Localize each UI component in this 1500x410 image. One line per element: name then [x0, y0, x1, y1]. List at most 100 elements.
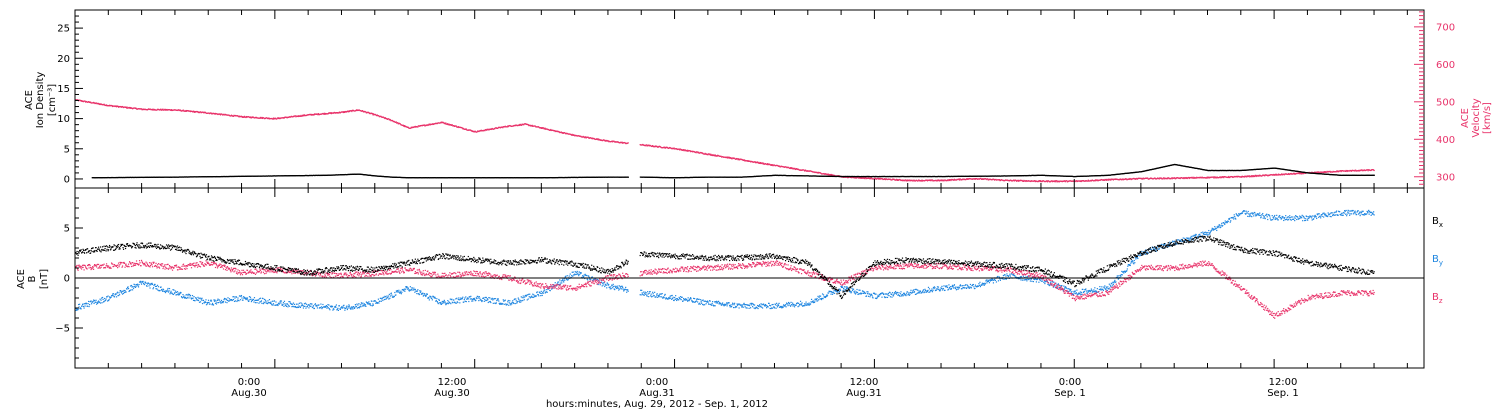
velocity-point-1598	[884, 179, 887, 181]
velocity-point-741	[445, 122, 447, 124]
velocity-point-1362	[766, 163, 769, 165]
velocity-point-1778	[974, 178, 977, 180]
velocity-point-400	[274, 117, 277, 119]
velocity-point-2564	[1367, 170, 1369, 172]
velocity-point-671	[410, 127, 412, 129]
velocity-point-1794	[982, 178, 985, 180]
velocity-point-855	[502, 127, 504, 129]
velocity-point-1020	[584, 136, 586, 138]
velocity-point-1570	[870, 177, 873, 179]
velocity-point-1654	[912, 180, 915, 182]
velocity-point-1407	[789, 167, 791, 169]
velocity-point-2292	[1231, 176, 1233, 178]
velocity-point-1193	[682, 149, 684, 151]
velocity-point-657	[403, 125, 405, 127]
velocity-point-619	[384, 117, 386, 120]
velocity-point-326	[237, 115, 240, 117]
velocity-point-1373	[772, 165, 774, 167]
velocity-point-1942	[1056, 181, 1058, 183]
velocity-point-685	[417, 126, 419, 128]
velocity-point-1640	[905, 179, 908, 181]
velocity-point-103	[126, 106, 128, 108]
velocity-point-854	[501, 126, 503, 128]
velocity-point-906	[527, 124, 529, 126]
velocity-point-1011	[580, 135, 582, 137]
velocity-point-819	[484, 130, 486, 132]
velocity-point-860	[504, 125, 506, 127]
velocity-point-1545	[858, 177, 860, 179]
velocity-point-518	[333, 111, 336, 114]
velocity-point-1523	[847, 177, 849, 179]
velocity-point-1912	[1041, 180, 1043, 182]
velocity-point-2404	[1287, 173, 1289, 175]
velocity-point-2519	[1345, 170, 1347, 172]
velocity-point-1201	[686, 150, 688, 152]
velocity-point-2287	[1229, 176, 1231, 179]
velocity-point-1060	[604, 139, 606, 142]
velocity-point-748	[448, 123, 450, 125]
velocity-point-373	[261, 116, 263, 119]
velocity-point-2475	[1323, 171, 1325, 174]
velocity-point-689	[419, 125, 421, 127]
velocity-point-656	[402, 124, 404, 126]
velocity-point-2034	[1102, 179, 1104, 181]
velocity-point-2275	[1223, 177, 1225, 179]
velocity-point-455	[302, 115, 304, 117]
velocity-point-2430	[1300, 172, 1302, 174]
velocity-point-2426	[1298, 172, 1300, 174]
velocity-point-290	[219, 114, 222, 116]
velocity-point-1269	[720, 155, 722, 157]
velocity-point-795	[472, 130, 474, 132]
velocity-point-1636	[903, 180, 906, 182]
velocity-point-1828	[999, 179, 1002, 182]
velocity-point-316	[232, 115, 235, 117]
velocity-point-866	[507, 126, 509, 128]
velocity-point-1957	[1064, 180, 1066, 182]
velocity-point-2036	[1103, 179, 1105, 181]
velocity-point-792	[470, 129, 472, 132]
velocity-point-36	[92, 101, 95, 104]
velocity-point-1224	[698, 151, 700, 153]
velocity-point-2215	[1193, 176, 1195, 178]
velocity-point-352	[250, 117, 253, 119]
velocity-point-1632	[901, 180, 904, 182]
velocity-point-2069	[1120, 178, 1122, 180]
velocity-point-2022	[1096, 179, 1098, 181]
velocity-point-2415	[1293, 172, 1295, 174]
velocity-point-450	[299, 115, 302, 117]
velocity-point-1368	[769, 164, 772, 166]
velocity-point-2200	[1185, 176, 1187, 179]
velocity-point-800	[474, 130, 476, 132]
velocity-point-1715	[943, 180, 945, 182]
velocity-point-1819	[995, 178, 997, 181]
velocity-point-1745	[958, 178, 960, 180]
velocity-point-1302	[737, 158, 739, 160]
velocity-point-1726	[948, 179, 951, 182]
velocity-point-2326	[1248, 175, 1250, 177]
velocity-point-1585	[878, 178, 880, 180]
velocity-point-2329	[1250, 175, 1252, 178]
velocity-point-1372	[771, 164, 774, 166]
velocity-point-1188	[680, 148, 682, 150]
velocity-point-132	[140, 108, 143, 110]
velocity-point-81	[115, 105, 117, 107]
velocity-point-627	[388, 118, 390, 120]
velocity-point-1789	[980, 177, 982, 180]
velocity-point-1236	[704, 153, 706, 155]
velocity-point-1347	[759, 162, 761, 164]
velocity-point-1703	[937, 180, 939, 182]
velocity-point-2039	[1105, 178, 1107, 181]
velocity-point-293	[221, 113, 223, 115]
velocity-point-1938	[1054, 181, 1056, 183]
velocity-point-2463	[1317, 172, 1319, 174]
velocity-point-2274	[1222, 176, 1224, 178]
velocity-point-1124	[648, 144, 650, 146]
velocity-point-2531	[1351, 170, 1353, 172]
velocity-point-46	[97, 102, 100, 105]
velocity-point-1435	[803, 169, 805, 171]
velocity-point-1257	[714, 154, 716, 156]
density-series	[91, 163, 1375, 179]
velocity-point-497	[323, 113, 325, 115]
velocity-point-2367	[1269, 174, 1271, 177]
velocity-point-374	[261, 117, 264, 120]
